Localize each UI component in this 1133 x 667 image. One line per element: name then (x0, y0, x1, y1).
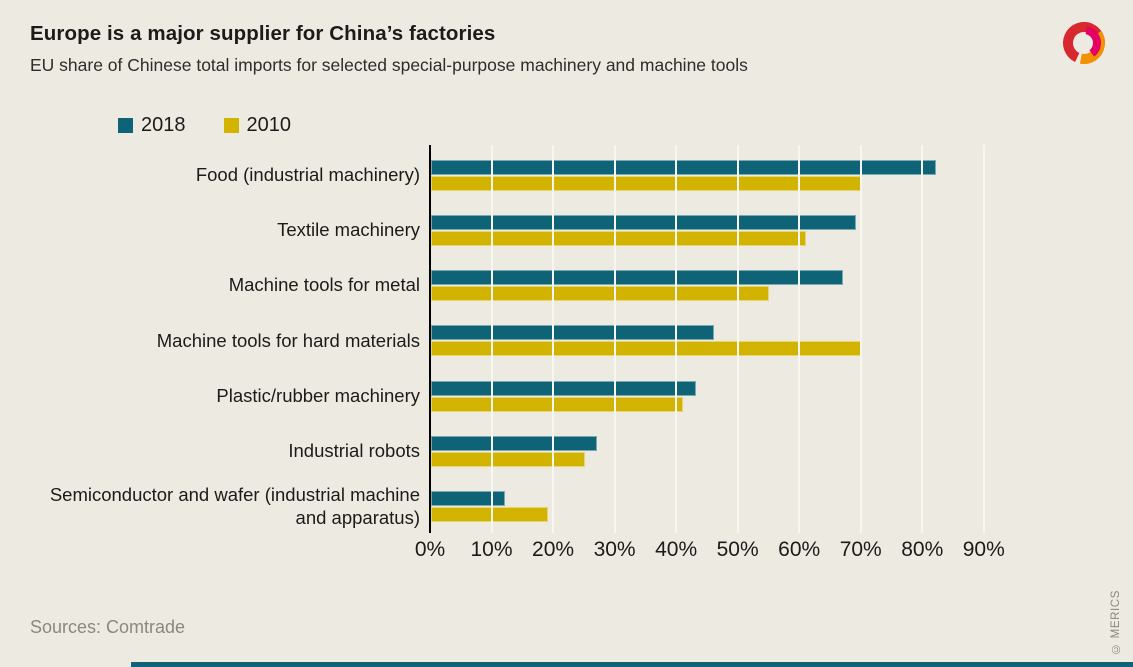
x-tick-label: 70% (839, 538, 882, 561)
chart-legend: 2018 2010 (118, 114, 291, 137)
legend-item-2018: 2018 (118, 114, 186, 137)
x-tick-label: 10% (470, 538, 513, 561)
legend-swatch-2018 (118, 118, 133, 133)
x-tick-label: 0% (414, 538, 446, 561)
legend-label-2010: 2010 (246, 114, 292, 136)
gridline-10 (490, 145, 493, 533)
bar-2018 (431, 325, 715, 341)
gridline-90 (982, 145, 985, 533)
bar-2018 (431, 491, 505, 507)
bar-2018 (431, 159, 936, 175)
gridline-50 (736, 145, 739, 533)
legend-swatch-2010 (223, 118, 239, 133)
bar-2010 (431, 286, 770, 302)
gridline-40 (675, 145, 678, 533)
bar-2018 (431, 436, 598, 452)
category-label: Semiconductor and wafer (industrial mach… (49, 484, 420, 528)
bar-2010 (431, 396, 684, 412)
gridline-60 (798, 145, 801, 533)
legend-item-2010: 2010 (223, 114, 292, 137)
gridline-70 (859, 145, 862, 533)
bar-2018 (431, 270, 844, 286)
bar-2010 (431, 341, 862, 357)
bar-2018 (431, 214, 856, 230)
chart-subtitle: EU share of Chinese total imports for se… (30, 55, 748, 75)
legend-label-2018: 2018 (141, 114, 186, 136)
x-tick-label: 90% (962, 538, 1005, 561)
x-tick-label: 40% (655, 538, 698, 561)
category-label: Machine tools for hard materials (156, 329, 420, 351)
bar-2010 (431, 452, 585, 468)
bar-2010 (431, 507, 548, 523)
x-tick-label: 20% (532, 538, 575, 561)
category-label: Industrial robots (288, 440, 420, 462)
category-label: Food (industrial machinery) (195, 163, 420, 185)
gridline-20 (552, 145, 555, 533)
category-label: Plastic/rubber machinery (216, 385, 420, 407)
bar-2010 (431, 175, 862, 191)
gridline-30 (613, 145, 616, 533)
category-label: Machine tools for metal (228, 274, 420, 296)
y-axis-line (429, 145, 431, 533)
gridline-80 (921, 145, 924, 533)
sources-label: Sources: Comtrade (30, 617, 186, 637)
accent-strip (131, 662, 1133, 667)
x-tick-label: 80% (901, 538, 944, 561)
merics-logo-icon (1063, 22, 1105, 64)
bar-2010 (431, 230, 807, 246)
copyright-label: © MERICS (1110, 590, 1122, 655)
x-tick-label: 60% (778, 538, 821, 561)
x-tick-label: 50% (716, 538, 759, 561)
x-tick-label: 30% (593, 538, 636, 561)
category-label: Textile machinery (277, 219, 420, 241)
chart-title: Europe is a major supplier for China’s f… (30, 22, 496, 45)
bar-2018 (431, 380, 696, 396)
